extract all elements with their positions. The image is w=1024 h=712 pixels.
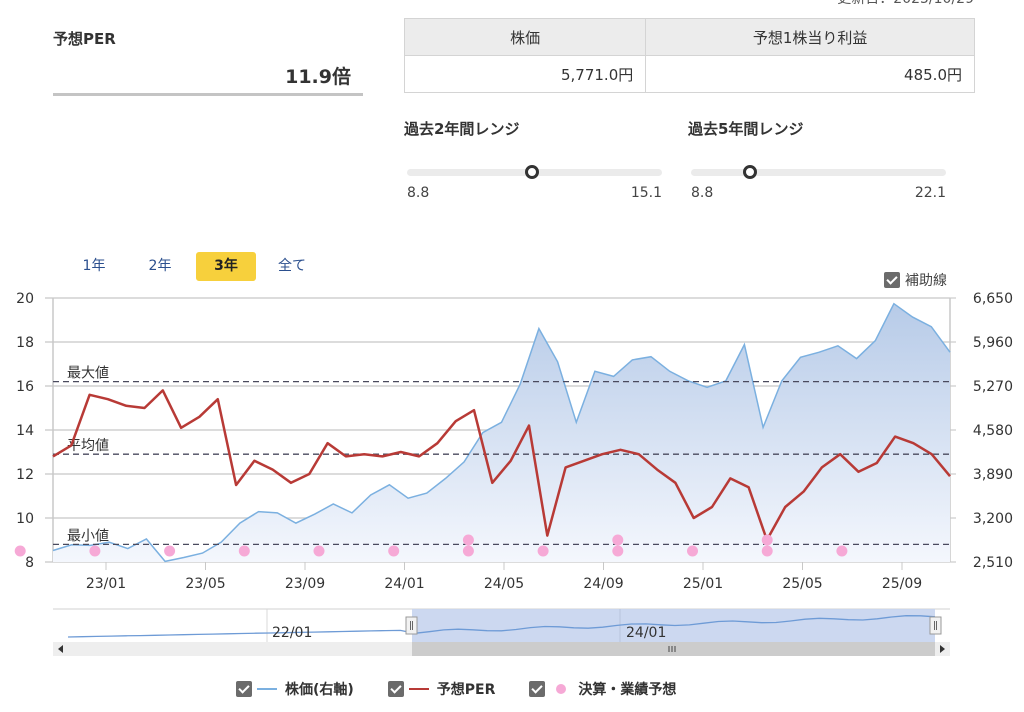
- range-2y-title: 過去2年間レンジ: [404, 120, 520, 138]
- dot-icon: [556, 684, 567, 694]
- header-stock-price: 株価: [403, 18, 647, 56]
- checkbox-icon[interactable]: [529, 681, 546, 697]
- svg-text:24/05: 24/05: [484, 576, 524, 592]
- svg-text:22/01: 22/01: [272, 625, 312, 641]
- svg-text:25/09: 25/09: [882, 576, 922, 592]
- svg-text:20: 20: [16, 291, 34, 307]
- svg-text:6,650: 6,650: [973, 291, 1013, 307]
- svg-text:最大値: 最大値: [67, 366, 109, 382]
- per-label: 予想PER: [53, 30, 116, 48]
- checkbox-icon[interactable]: [236, 681, 252, 697]
- legend-per-label: 予想PER: [436, 682, 496, 698]
- value-stock-price: 5,771.0円: [403, 55, 647, 93]
- svg-text:平均値: 平均値: [67, 438, 109, 454]
- checkbox-icon[interactable]: [387, 681, 404, 697]
- aux-lines-label: 補助線: [905, 273, 947, 289]
- checkbox-icon[interactable]: [884, 272, 900, 288]
- svg-text:23/09: 23/09: [285, 576, 325, 592]
- svg-text:14: 14: [16, 423, 34, 439]
- legend-price[interactable]: 株価(右軸): [236, 679, 354, 699]
- line-icon: [408, 688, 429, 690]
- price-eps-table: 株価 予想1株当り利益 5,771.0円 485.0円: [403, 18, 975, 93]
- per-value: 11.9倍: [285, 66, 351, 88]
- range-5y-title: 過去5年間レンジ: [688, 120, 804, 138]
- svg-text:10: 10: [16, 511, 34, 527]
- legend-per[interactable]: 予想PER: [387, 679, 496, 699]
- svg-text:8: 8: [25, 555, 34, 571]
- legend-events-label: 決算・業績予想: [578, 682, 677, 698]
- legend-price-label: 株価(右軸): [285, 682, 354, 698]
- svg-text:4,580: 4,580: [973, 423, 1013, 439]
- line-icon: [257, 688, 277, 690]
- range-2y-marker: [525, 165, 540, 179]
- svg-text:3,890: 3,890: [973, 467, 1013, 483]
- svg-text:12: 12: [16, 467, 34, 483]
- range-2y-min: 8.8: [407, 185, 430, 201]
- range-2y: 過去2年間レンジ 8.8 15.1: [404, 118, 662, 201]
- svg-text:23/01: 23/01: [86, 576, 126, 592]
- svg-text:23/05: 23/05: [185, 576, 225, 592]
- tab-2y[interactable]: 2年: [148, 258, 172, 274]
- svg-text:18: 18: [16, 335, 34, 351]
- range-5y-max: 22.1: [914, 185, 946, 201]
- range-2y-max: 15.1: [630, 185, 662, 201]
- svg-text:24/09: 24/09: [583, 576, 623, 592]
- svg-text:24/01: 24/01: [626, 625, 666, 641]
- period-tabs: 1年 2年 3年 全て: [64, 252, 328, 281]
- range-5y-min: 8.8: [691, 185, 714, 201]
- value-eps: 485.0円: [645, 55, 975, 93]
- svg-text:5,960: 5,960: [973, 335, 1013, 351]
- update-date: 更新日：2025/10/29: [837, 0, 974, 8]
- tab-all[interactable]: 全て: [278, 258, 306, 274]
- legend: 株価(右軸) 予想PER 決算・業績予想: [236, 679, 710, 699]
- svg-text:24/01: 24/01: [384, 576, 424, 592]
- per-chart[interactable]: 8 2,510 10 3,200 12 3,890 14 4,580 16 5,270 18 5,96…: [0, 280, 1024, 680]
- svg-text:3,200: 3,200: [973, 511, 1013, 527]
- tab-1y[interactable]: 1年: [82, 258, 106, 274]
- header-eps: 予想1株当り利益: [645, 18, 975, 56]
- range-5y: 過去5年間レンジ 8.8 22.1: [688, 118, 946, 201]
- svg-text:5,270: 5,270: [973, 379, 1013, 395]
- svg-text:最小値: 最小値: [67, 528, 109, 544]
- range-5y-track: [691, 169, 946, 176]
- range-5y-marker: [743, 165, 758, 179]
- svg-text:2,510: 2,510: [973, 555, 1013, 571]
- svg-text:25/05: 25/05: [782, 576, 822, 592]
- svg-text:25/01: 25/01: [683, 576, 723, 592]
- tab-3y[interactable]: 3年: [196, 252, 256, 281]
- legend-events[interactable]: 決算・業績予想: [529, 679, 676, 699]
- per-summary: 予想PER 11.9倍: [53, 24, 363, 96]
- aux-lines-toggle[interactable]: 補助線: [884, 270, 947, 290]
- svg-text:16: 16: [16, 379, 34, 395]
